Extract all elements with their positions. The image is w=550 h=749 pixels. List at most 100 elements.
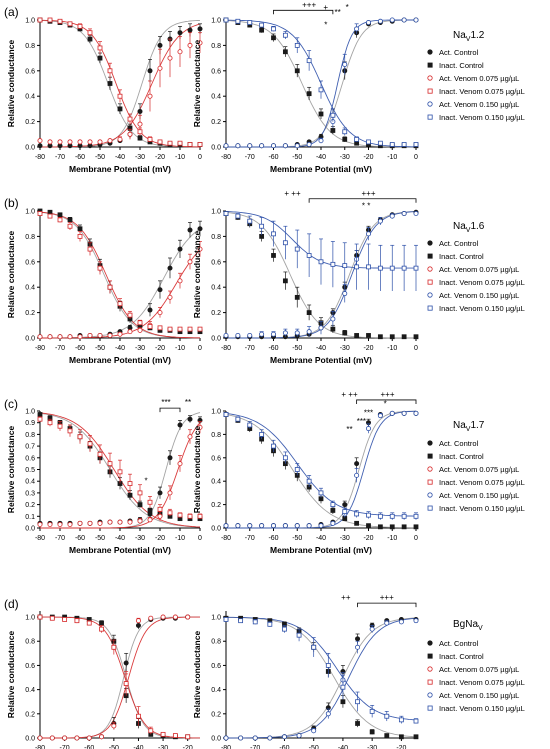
data-point [389,142,395,147]
data-point [77,23,83,29]
y-tick-label: 0.2 [211,119,221,126]
x-tick-label: -40 [316,154,326,161]
data-point [223,211,229,216]
data-point [67,217,73,223]
data-point [187,513,193,519]
y-tick-label: 0.4 [211,285,221,292]
data-point [187,42,193,48]
data-point [318,138,324,144]
data-point [294,246,300,252]
data-point [157,139,163,145]
data-point [223,617,229,622]
data-point [127,519,133,525]
data-point [259,223,265,229]
significance-mark: * [324,21,327,30]
channel-base-c: Na [453,420,466,431]
data-point [57,18,63,24]
data-point [340,684,346,690]
data-point [342,61,348,67]
data-point [187,259,193,265]
data-point [294,68,300,74]
data-point [37,17,43,23]
data-point [107,519,113,525]
data-point [97,45,103,51]
data-point [57,423,63,429]
y-tick-label: 0.2 [211,711,221,718]
panel-letter-c: (c) [4,397,18,411]
data-point [137,129,143,135]
data-point [271,443,276,449]
data-point [62,735,68,741]
legend-label: Act. Venom 0.150 µg/µL [439,100,519,109]
fit-curve [226,616,417,738]
data-point [185,614,191,620]
data-point [259,523,265,529]
data-point [127,481,133,486]
data-point [147,508,153,513]
data-point [99,626,104,632]
data-point [167,55,173,61]
data-point [355,636,361,642]
legend-marker [427,640,433,646]
data-point [157,287,163,293]
y-tick-label: 0.2 [211,310,221,317]
data-point [47,17,53,23]
data-point [318,259,324,265]
legend-label: Act. Control [439,48,479,57]
legend-marker [427,279,433,285]
x-tick-label: -20 [155,154,165,161]
data-point [282,240,288,246]
legend-marker [427,101,433,107]
data-point [99,734,105,740]
channel-sub-b: V [466,227,471,234]
x-tick-label: -30 [367,745,377,749]
data-point [160,614,166,620]
data-point [107,81,113,86]
legend-label: Inact. Control [439,652,484,661]
data-point [47,209,53,215]
legend-a: Act. Control Inact. Control Act. Venom 0.0… [427,48,525,122]
data-point [107,68,113,74]
x-tick-label: -60 [279,745,289,749]
data-point [235,18,241,24]
data-point [413,524,419,530]
x-tick-label: 0 [198,535,202,542]
y-tick-label: 0.6 [25,259,35,266]
data-point [354,461,360,467]
data-point [235,143,241,149]
data-point [197,513,203,519]
y-tick-label: 0.0 [211,736,221,743]
data-point [167,455,173,461]
data-point [247,218,253,224]
data-point [148,728,154,734]
y-tick-label: 0.4 [211,687,221,694]
data-point [294,330,300,336]
legend-label: Act. Control [439,439,479,448]
data-point [413,618,419,624]
significance-mark: +++ [380,593,394,602]
data-point [366,333,371,338]
data-point [87,520,93,526]
significance-mark: + [323,3,328,12]
data-point [342,502,348,508]
y-tick-label: 0.0 [25,336,35,343]
data-point [167,326,173,332]
channel-base-b: Na [453,221,466,232]
x-tick-label: -80 [221,535,231,542]
x-tick-label: -80 [35,154,45,161]
data-point [148,615,154,621]
fit-curve [225,413,416,529]
x-tick-label: -40 [316,345,326,352]
data-point [330,128,336,133]
data-point [401,334,407,340]
x-tick-label: -20 [363,345,373,352]
data-point [127,329,133,335]
x-tick-label: -30 [340,345,350,352]
channel-base-d: BgNa [453,619,478,630]
legend-label: Inact. Control [439,252,484,261]
svg-text:NaV1.2: NaV1.2 [453,30,485,43]
panel-letter-d: (d) [4,597,19,611]
data-point [365,20,371,26]
data-point [294,467,300,472]
y-tick-label: 0.8 [25,432,35,439]
